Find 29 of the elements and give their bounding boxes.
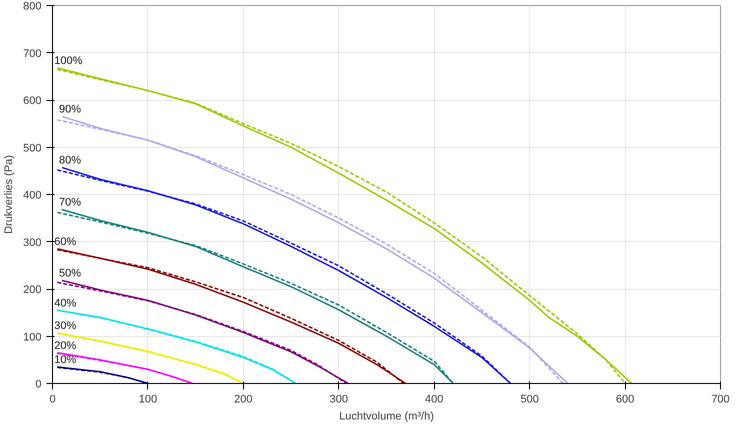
- x-tick-label: 200: [234, 394, 253, 406]
- y-axis-title: Drukverlies (Pa): [3, 155, 16, 234]
- series-label: 60%: [54, 236, 77, 248]
- x-tick-label: 0: [49, 394, 56, 406]
- series-label: 30%: [54, 320, 77, 332]
- y-tick-label: 800: [23, 0, 42, 12]
- x-tick-label: 400: [425, 394, 444, 406]
- x-tick-label: 300: [330, 394, 348, 406]
- series-label: 50%: [59, 267, 82, 280]
- y-tick-label: 0: [35, 378, 42, 390]
- y-tick-label: 500: [23, 142, 42, 154]
- series-label: 70%: [59, 196, 82, 209]
- series-label: 40%: [54, 297, 77, 310]
- y-tick-label: 700: [23, 48, 42, 60]
- x-axis-title: Luchtvolume (m³/h): [339, 410, 434, 422]
- y-tick-label: 300: [23, 236, 42, 249]
- series-label: 90%: [59, 104, 82, 116]
- series-label: 20%: [54, 340, 77, 352]
- series-label: 100%: [54, 54, 83, 67]
- x-tick-label: 100: [138, 394, 158, 406]
- x-tick-label: 700: [711, 394, 730, 406]
- series-label: 80%: [59, 154, 82, 167]
- x-tick-label: 600: [616, 394, 634, 406]
- y-tick-label: 600: [23, 95, 42, 107]
- series-label: 10%: [54, 354, 77, 366]
- y-tick-label: 200: [23, 284, 42, 296]
- x-tick-label: 500: [520, 394, 539, 406]
- y-tick-label: 400: [23, 190, 42, 202]
- y-tick-label: 100: [23, 331, 42, 344]
